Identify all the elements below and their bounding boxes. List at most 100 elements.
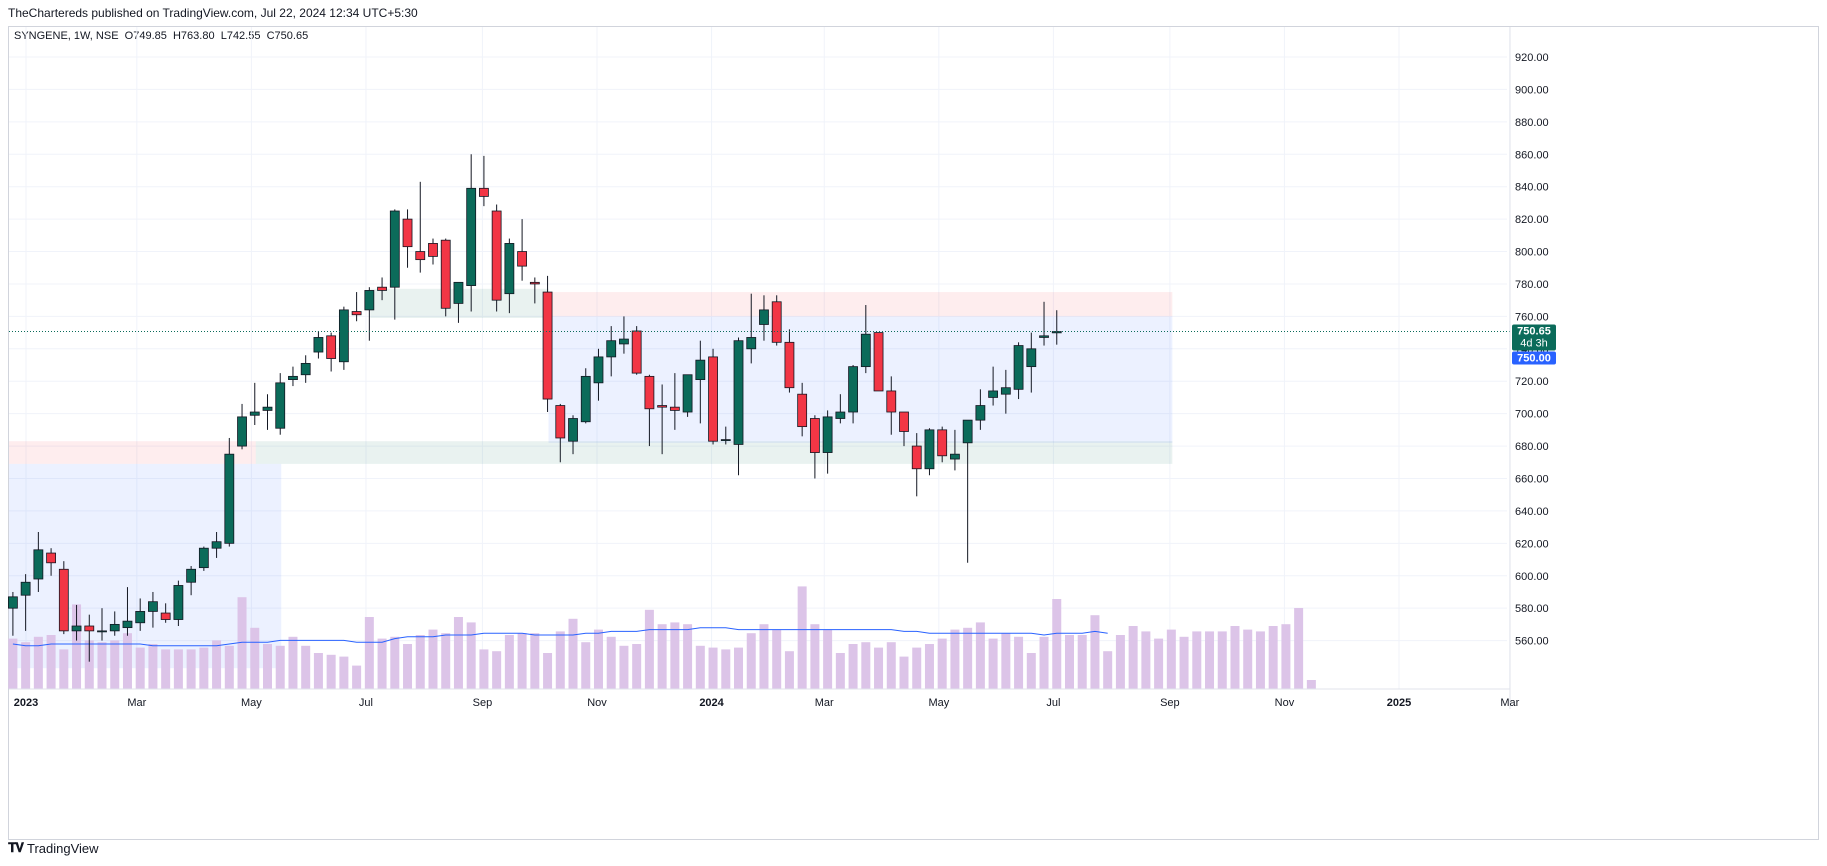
candle-up — [135, 611, 146, 624]
candle-up — [1026, 348, 1037, 368]
zone-box — [548, 316, 1173, 443]
volume-bar — [339, 656, 349, 689]
volume-bar — [1306, 680, 1316, 689]
volume-bar — [97, 642, 107, 689]
candle-down — [631, 330, 642, 374]
volume-bar — [848, 644, 858, 689]
candle-up — [275, 382, 286, 429]
candle-up — [568, 418, 578, 442]
volume-bar — [403, 644, 413, 689]
volume-bar — [1001, 633, 1011, 689]
candle-down — [415, 251, 426, 261]
x-tick-label: 2023 — [14, 697, 38, 709]
candle-up — [822, 416, 833, 453]
volume-bar — [1217, 631, 1227, 689]
volume-bar — [1141, 631, 1151, 689]
x-tick-label: Jul — [359, 697, 373, 709]
candle-up — [1013, 345, 1024, 390]
volume-bar — [326, 654, 336, 689]
high-value: H763.80 — [172, 30, 215, 42]
candle-up — [224, 453, 235, 544]
volume-bar — [695, 645, 705, 689]
volume-bar — [453, 617, 463, 689]
volume-bar — [543, 653, 553, 689]
volume-bar — [1281, 624, 1291, 689]
volume-bar — [8, 638, 18, 689]
candle-down — [351, 311, 362, 316]
candle-up — [682, 374, 693, 413]
volume-bar — [924, 644, 934, 689]
candle-up — [389, 210, 400, 288]
candle-down — [377, 286, 387, 291]
x-tick-label: Mar — [815, 697, 834, 709]
volume-bar — [886, 642, 896, 689]
y-tick-label: 560.00 — [1515, 636, 1549, 648]
candle-down — [708, 356, 718, 442]
volume-bar — [1090, 615, 1100, 689]
candle-down — [555, 405, 566, 439]
x-tick-label: May — [241, 697, 262, 709]
y-tick-label: 640.00 — [1515, 506, 1549, 518]
x-tick-label: Mar — [1500, 697, 1519, 709]
candle-up — [33, 549, 44, 580]
volume-bar — [670, 622, 680, 689]
candle-up — [364, 290, 375, 311]
zone-box — [9, 463, 282, 669]
tradingview-footer[interactable]: 𝐓𝐕 TradingView — [8, 836, 99, 860]
candle-up — [950, 453, 960, 460]
volume-bar — [224, 645, 234, 689]
candle-down — [529, 281, 540, 285]
y-tick-label: 920.00 — [1515, 52, 1549, 64]
volume-bar — [912, 647, 922, 689]
volume-bar — [619, 645, 629, 689]
volume-bar — [734, 647, 744, 689]
candle-down — [937, 429, 948, 457]
x-tick-label: May — [928, 697, 949, 709]
volume-bar — [746, 633, 756, 689]
volume-bar — [988, 638, 998, 689]
volume-bar — [1077, 635, 1087, 689]
volume-bar — [683, 624, 693, 689]
volume-bar — [212, 640, 222, 689]
candle-up — [962, 419, 973, 444]
volume-bar — [721, 649, 731, 689]
candle-up — [848, 366, 858, 413]
volume-bar — [530, 633, 540, 689]
candle-up — [759, 309, 769, 325]
volume-bar — [33, 636, 43, 689]
candle-up — [453, 281, 464, 304]
y-tick-label: 800.00 — [1515, 247, 1549, 259]
volume-bar — [1115, 635, 1125, 689]
candle-down — [809, 418, 820, 453]
candle-down — [326, 335, 337, 359]
candle-up — [860, 333, 871, 368]
volume-bar — [466, 622, 476, 689]
candle-up — [988, 390, 999, 398]
candle-down — [886, 390, 897, 413]
candle-up — [580, 375, 591, 423]
volume-bar — [784, 651, 794, 689]
y-tick-label: 900.00 — [1515, 84, 1549, 96]
volume-bar — [1243, 629, 1253, 689]
volume-bar — [263, 644, 272, 689]
volume-bar — [1039, 636, 1049, 689]
candle-up — [122, 620, 133, 629]
candle-up — [504, 243, 515, 295]
candle-down — [542, 291, 553, 400]
volume-bar — [313, 653, 323, 689]
candle-down — [491, 210, 502, 301]
symbol-legend[interactable]: SYNGENE, 1W, NSE O749.85 H763.80 L742.55… — [14, 30, 308, 42]
volume-bar — [772, 629, 782, 689]
x-tick-label: Mar — [127, 697, 146, 709]
volume-bar — [950, 629, 960, 689]
volume-bar — [657, 624, 667, 689]
candle-up — [20, 581, 31, 596]
publish-info: TheChartereds published on TradingView.c… — [8, 6, 418, 20]
volume-bar — [110, 640, 120, 689]
x-tick-label: 2025 — [1387, 697, 1411, 709]
candle-down — [517, 251, 527, 267]
volume-bar — [975, 622, 985, 689]
candle-down — [84, 625, 95, 632]
volume-bar — [59, 649, 69, 689]
